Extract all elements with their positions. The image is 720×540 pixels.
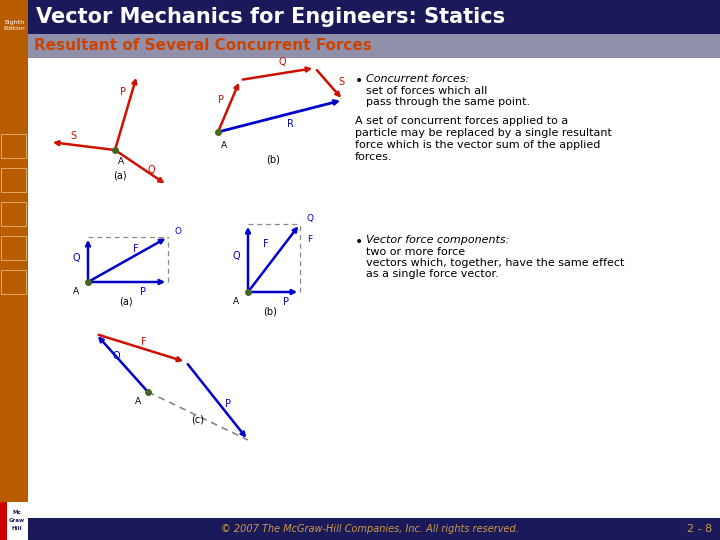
Text: force which is the vector sum of the applied: force which is the vector sum of the app… <box>355 140 600 150</box>
Text: A: A <box>135 397 141 407</box>
Bar <box>1 202 26 226</box>
Bar <box>28 34 720 58</box>
Text: pass through the same point.: pass through the same point. <box>366 97 530 107</box>
Text: F: F <box>141 337 147 347</box>
Text: P: P <box>283 297 289 307</box>
Text: •: • <box>355 235 364 249</box>
Text: Vector force components:: Vector force components: <box>366 235 509 245</box>
Text: S: S <box>338 77 344 87</box>
Text: R: R <box>287 119 294 129</box>
Text: Q: Q <box>232 251 240 261</box>
Text: A: A <box>221 141 227 151</box>
Text: A: A <box>233 298 239 307</box>
Text: as a single force vector.: as a single force vector. <box>366 269 499 279</box>
Bar <box>1 270 26 294</box>
Text: Q: Q <box>147 165 155 175</box>
Text: S: S <box>70 131 76 141</box>
Text: Vector Mechanics for Engineers: Statics: Vector Mechanics for Engineers: Statics <box>36 7 505 27</box>
Bar <box>1 168 26 192</box>
Text: two or more force: two or more force <box>366 247 465 257</box>
Text: Hill: Hill <box>12 525 22 530</box>
Text: P: P <box>225 399 231 409</box>
Text: P: P <box>120 87 126 97</box>
Bar <box>1 134 26 158</box>
Text: Q: Q <box>278 57 286 67</box>
Text: set of forces which all: set of forces which all <box>366 86 487 96</box>
Text: Eighth
Edition: Eighth Edition <box>3 20 25 31</box>
Text: (a): (a) <box>120 297 132 307</box>
Text: (b): (b) <box>263 307 277 317</box>
Text: vectors which, together, have the same effect: vectors which, together, have the same e… <box>366 258 624 268</box>
Text: F: F <box>264 239 269 249</box>
Text: (a): (a) <box>113 171 127 181</box>
Text: P: P <box>218 95 224 105</box>
Text: 2 - 8: 2 - 8 <box>687 524 712 534</box>
Text: Concurrent forces:: Concurrent forces: <box>366 74 469 84</box>
Text: •: • <box>355 74 364 88</box>
Text: forces.: forces. <box>355 152 392 162</box>
Text: © 2007 The McGraw-Hill Companies, Inc. All rights reserved.: © 2007 The McGraw-Hill Companies, Inc. A… <box>221 524 519 534</box>
Text: (b): (b) <box>266 155 280 165</box>
Text: (c): (c) <box>192 415 204 425</box>
Text: P: P <box>140 287 146 297</box>
Text: Mc: Mc <box>13 510 22 515</box>
Text: Q: Q <box>112 351 120 361</box>
Text: particle may be replaced by a single resultant: particle may be replaced by a single res… <box>355 128 612 138</box>
Text: A: A <box>73 287 79 296</box>
Text: Q: Q <box>72 253 80 263</box>
Bar <box>0 502 28 540</box>
Text: Resultant of Several Concurrent Forces: Resultant of Several Concurrent Forces <box>34 38 372 53</box>
Bar <box>28 0 720 34</box>
Bar <box>1 236 26 260</box>
Text: Q: Q <box>307 213 313 222</box>
Bar <box>0 0 28 540</box>
Text: A set of concurrent forces applied to a: A set of concurrent forces applied to a <box>355 116 568 126</box>
Text: Graw: Graw <box>9 517 25 523</box>
Bar <box>0 502 7 540</box>
Text: O: O <box>174 226 181 235</box>
Text: A: A <box>118 158 124 166</box>
Text: F: F <box>307 235 312 245</box>
Bar <box>28 518 720 540</box>
Text: F: F <box>133 244 139 254</box>
